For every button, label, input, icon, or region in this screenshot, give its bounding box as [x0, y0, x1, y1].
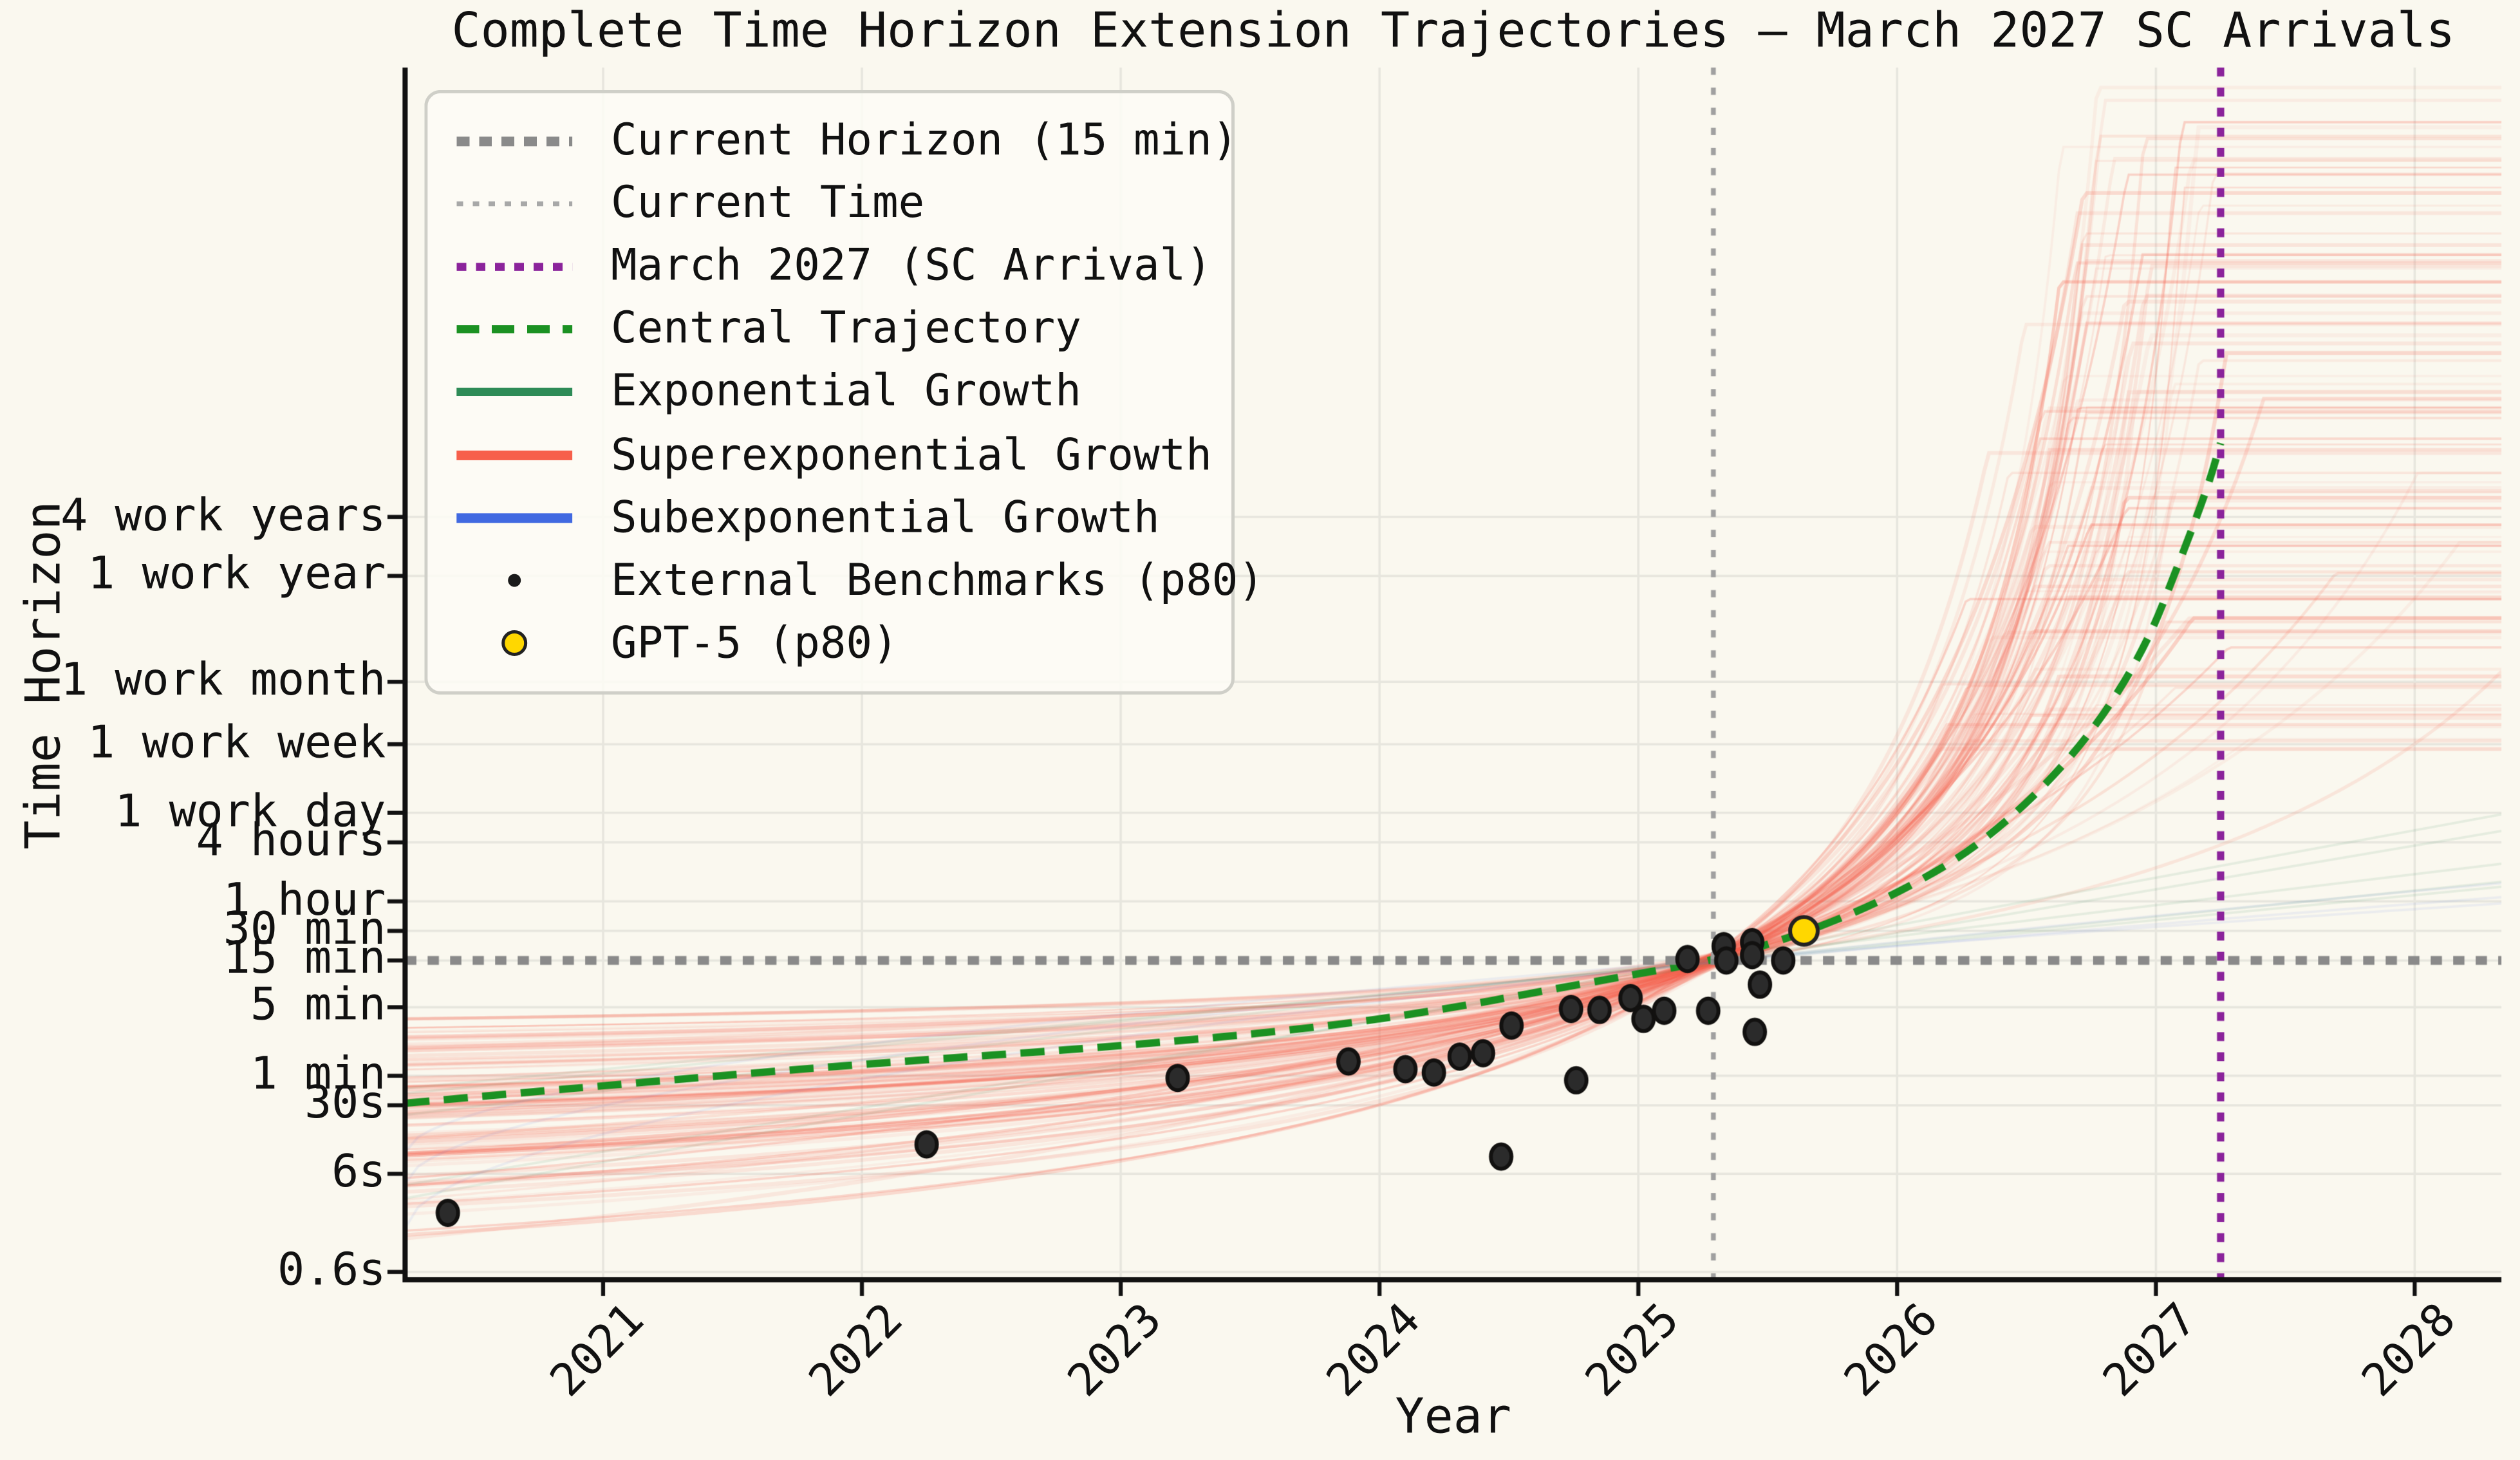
legend-item-superexponential: Superexponential Growth	[456, 428, 1212, 483]
legend-item-current-time: Current Time	[456, 176, 1202, 231]
legend-line-sample	[456, 388, 573, 397]
y-tick-label: 4 hours	[196, 813, 386, 866]
legend-line-sample	[456, 136, 573, 146]
legend-item-gpt5: GPT-5 (p80)	[456, 617, 1202, 671]
gpt5-dot-icon	[456, 628, 572, 660]
sc-arrival-line-icon	[456, 250, 573, 283]
y-tick-label: 1 work week	[88, 715, 386, 769]
legend-line-sample	[456, 200, 573, 207]
legend-label: Current Time	[611, 178, 925, 229]
y-tick-label: 4 work years	[61, 487, 386, 541]
legend-item-exponential: Exponential Growth	[456, 365, 1202, 420]
legend-marker-dot	[508, 574, 521, 588]
legend-line-sample	[456, 513, 573, 523]
chart-title: Complete Time Horizon Extension Trajecto…	[451, 3, 2455, 60]
y-tick-label: 1 work year	[88, 547, 386, 601]
legend-label: GPT-5 (p80)	[611, 619, 899, 669]
legend: Current Horizon (15 min) Current Time Ma…	[424, 89, 1264, 695]
y-tick-label: 15 min	[223, 931, 386, 985]
current-time-line-icon	[456, 187, 573, 220]
y-tick-label: 6s	[331, 1145, 386, 1198]
legend-item-sc-arrival: March 2027 (SC Arrival)	[456, 239, 1212, 294]
legend-label: Subexponential Growth	[611, 492, 1160, 543]
x-axis-title: Year	[1395, 1389, 1511, 1446]
legend-item-current-horizon: Current Horizon (15 min)	[456, 113, 1238, 168]
benchmark-dot-icon	[456, 565, 572, 597]
y-tick-label: 5 min	[250, 978, 386, 1032]
legend-label: March 2027 (SC Arrival)	[611, 241, 1212, 292]
legend-line-sample	[456, 324, 573, 334]
exponential-line-icon	[456, 376, 573, 408]
y-tick-label: 1 hour	[223, 872, 386, 926]
subexponential-line-icon	[456, 502, 573, 534]
y-tick-label: 1 min	[250, 1047, 386, 1100]
legend-label: Exponential Growth	[611, 367, 1081, 418]
y-tick-label: 30s	[304, 1076, 386, 1130]
legend-label: External Benchmarks (p80)	[611, 556, 1265, 606]
legend-item-central-trajectory: Central Trajectory	[456, 302, 1202, 357]
legend-line-sample	[456, 451, 573, 460]
y-tick-label: 0.6s	[277, 1242, 386, 1296]
legend-marker-dot	[501, 631, 528, 657]
y-tick-label: 1 work day	[115, 783, 386, 838]
y-tick-label: 30 min	[223, 902, 386, 955]
legend-label: Superexponential Growth	[611, 430, 1212, 480]
legend-label: Central Trajectory	[611, 304, 1081, 355]
legend-label: Current Horizon (15 min)	[611, 115, 1238, 166]
y-tick-label: 1 work month	[61, 653, 386, 706]
current-horizon-line-icon	[456, 125, 573, 157]
central-trajectory-line-icon	[456, 314, 573, 346]
legend-line-sample	[456, 262, 573, 271]
superexponential-line-icon	[456, 439, 573, 471]
legend-item-benchmarks: External Benchmarks (p80)	[456, 554, 1264, 608]
legend-item-subexponential: Subexponential Growth	[456, 491, 1202, 545]
